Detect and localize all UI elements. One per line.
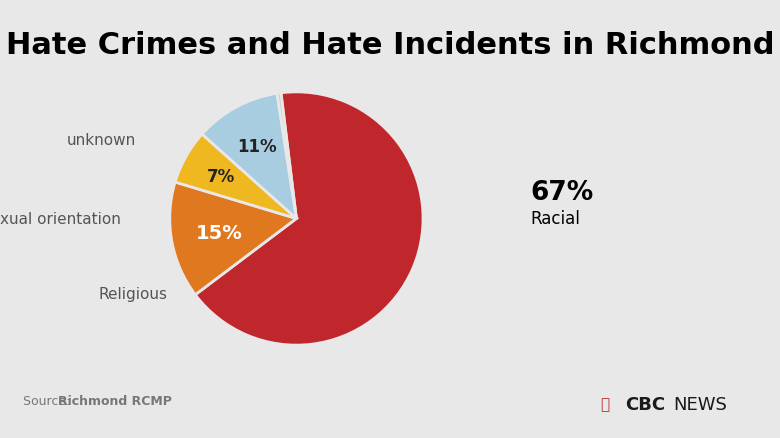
Wedge shape: [170, 183, 296, 295]
Text: CBC: CBC: [626, 395, 665, 413]
Wedge shape: [277, 94, 296, 219]
Wedge shape: [195, 93, 423, 345]
Text: unknown: unknown: [67, 133, 136, 148]
Text: 67%: 67%: [530, 180, 594, 206]
Text: Source:: Source:: [23, 394, 75, 407]
Text: Racial: Racial: [530, 210, 580, 228]
Text: Hate Crimes and Hate Incidents in Richmond: Hate Crimes and Hate Incidents in Richmo…: [5, 31, 775, 60]
Text: Richmond RCMP: Richmond RCMP: [58, 394, 172, 407]
Text: NEWS: NEWS: [673, 395, 727, 413]
Text: 11%: 11%: [237, 138, 277, 156]
Text: 15%: 15%: [196, 223, 243, 242]
Text: ⦿: ⦿: [601, 396, 610, 411]
Text: Sexual orientation: Sexual orientation: [0, 212, 121, 226]
Wedge shape: [202, 94, 296, 219]
Wedge shape: [176, 135, 296, 219]
Text: Religious: Religious: [99, 286, 168, 301]
Text: 7%: 7%: [207, 168, 236, 186]
